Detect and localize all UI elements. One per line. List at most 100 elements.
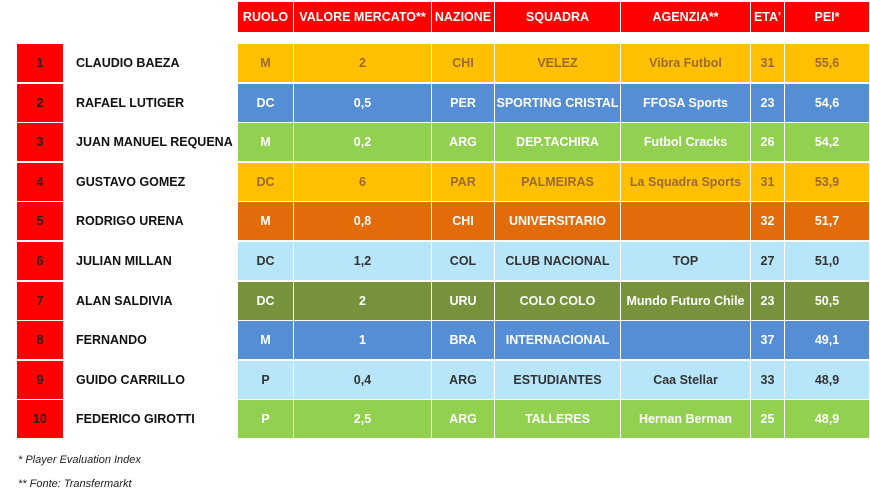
role-cell: M	[238, 123, 293, 162]
header-eta: ETA'	[751, 2, 784, 32]
pei-cell: 54,2	[785, 123, 869, 162]
age-cell: 31	[751, 162, 784, 201]
table-row: 10 FEDERICO GIROTTI P 2,5 ARG TALLERES Hernan …	[0, 400, 870, 439]
table-row: 9 GUIDO CARRILLO P 0,4 ARG ESTUDIANTES Caa Ste…	[0, 360, 870, 399]
agency-cell	[621, 202, 750, 241]
footnote-source: ** Fonte: Transfermarkt	[18, 478, 132, 490]
agency-cell	[621, 321, 750, 360]
table-row: 7 ALAN SALDIVIA DC 2 URU COLO COLO Mundo Futur…	[0, 281, 870, 320]
nation-cell: ARG	[432, 400, 494, 439]
table-row: 4 GUSTAVO GOMEZ DC 6 PAR PALMEIRAS La Squadra …	[0, 162, 870, 201]
player-name: RAFAEL LUTIGER	[76, 95, 185, 110]
footnote-pei: * Player Evaluation Index	[18, 454, 141, 466]
age-cell: 37	[751, 321, 784, 360]
nation-cell: PAR	[432, 162, 494, 201]
age-cell: 31	[751, 44, 784, 82]
team-cell: PALMEIRAS	[495, 162, 620, 201]
value-cell: 1,2	[294, 242, 431, 280]
team-cell: INTERNACIONAL	[495, 321, 620, 360]
age-cell: 23	[751, 83, 784, 122]
nation-cell: CHI	[432, 202, 494, 241]
agency-cell: Caa Stellar	[621, 360, 750, 399]
player-name: JUAN MANUEL REQUENA	[76, 135, 233, 150]
rank-cell: 3	[17, 123, 63, 162]
team-cell: SPORTING CRISTAL	[495, 83, 620, 122]
rank-cell: 7	[17, 281, 63, 320]
nation-cell: COL	[432, 242, 494, 280]
nation-cell: ARG	[432, 123, 494, 162]
nation-cell: ARG	[432, 360, 494, 399]
rank-cell: 6	[17, 242, 63, 280]
table-row: 8 FERNANDO M 1 BRA INTERNACIONAL 37 49,1	[0, 321, 870, 360]
age-cell: 26	[751, 123, 784, 162]
role-cell: M	[238, 202, 293, 241]
role-cell: DC	[238, 242, 293, 280]
role-cell: DC	[238, 162, 293, 201]
player-name: GUIDO CARRILLO	[76, 372, 186, 387]
rank-cell: 9	[17, 360, 63, 399]
player-name: FERNANDO	[76, 333, 147, 348]
table-row: 6 JULIAN MILLAN DC 1,2 COL CLUB NACIONAL TOP 27…	[0, 242, 870, 280]
role-cell: P	[238, 400, 293, 439]
age-cell: 33	[751, 360, 784, 399]
agency-cell: Mundo Futuro Chile	[621, 281, 750, 320]
team-cell: COLO COLO	[495, 281, 620, 320]
team-cell: UNIVERSITARIO	[495, 202, 620, 241]
role-cell: DC	[238, 83, 293, 122]
rank-cell: 10	[17, 400, 63, 439]
pei-cell: 51,7	[785, 202, 869, 241]
rank-cell: 4	[17, 162, 63, 201]
pei-cell: 54,6	[785, 83, 869, 122]
role-cell: DC	[238, 281, 293, 320]
value-cell: 6	[294, 162, 431, 201]
pei-cell: 48,9	[785, 400, 869, 439]
value-cell: 0,8	[294, 202, 431, 241]
nation-cell: CHI	[432, 44, 494, 82]
agency-cell: TOP	[621, 242, 750, 280]
agency-cell: FFOSA Sports	[621, 83, 750, 122]
pei-cell: 49,1	[785, 321, 869, 360]
age-cell: 27	[751, 242, 784, 280]
team-cell: TALLERES	[495, 400, 620, 439]
value-cell: 1	[294, 321, 431, 360]
agency-cell: Futbol Cracks	[621, 123, 750, 162]
value-cell: 2,5	[294, 400, 431, 439]
value-cell: 0,5	[294, 83, 431, 122]
table-row: 3 JUAN MANUEL REQUENA M 0,2 ARG DEP.TACHIRA Fu…	[0, 123, 870, 162]
pei-cell: 53,9	[785, 162, 869, 201]
team-cell: VELEZ	[495, 44, 620, 82]
team-cell: CLUB NACIONAL	[495, 242, 620, 280]
nation-cell: PER	[432, 83, 494, 122]
value-cell: 0,4	[294, 360, 431, 399]
pei-cell: 48,9	[785, 360, 869, 399]
pei-cell: 50,5	[785, 281, 869, 320]
age-cell: 32	[751, 202, 784, 241]
player-name: FEDERICO GIROTTI	[76, 412, 195, 427]
header-nazione: NAZIONE	[432, 2, 494, 32]
table-row: 2 RAFAEL LUTIGER DC 0,5 PER SPORTING CRISTAL F…	[0, 83, 870, 122]
pei-cell: 55,6	[785, 44, 869, 82]
age-cell: 25	[751, 400, 784, 439]
header-squadra: SQUADRA	[495, 2, 620, 32]
pei-cell: 51,0	[785, 242, 869, 280]
header-valore-mercato: VALORE MERCATO**	[294, 2, 431, 32]
agency-cell: Vibra Futbol	[621, 44, 750, 82]
team-cell: DEP.TACHIRA	[495, 123, 620, 162]
rank-cell: 2	[17, 83, 63, 122]
player-name: RODRIGO URENA	[76, 214, 184, 229]
nation-cell: BRA	[432, 321, 494, 360]
player-name: ALAN SALDIVIA	[76, 293, 173, 308]
role-cell: M	[238, 44, 293, 82]
role-cell: M	[238, 321, 293, 360]
player-name: JULIAN MILLAN	[76, 254, 172, 268]
player-name: GUSTAVO GOMEZ	[76, 174, 186, 189]
table-row: 1 CLAUDIO BAEZA M 2 CHI VELEZ Vibra Futbol 31 55…	[0, 44, 870, 82]
value-cell: 2	[294, 44, 431, 82]
header-agenzia: AGENZIA**	[621, 2, 750, 32]
value-cell: 0,2	[294, 123, 431, 162]
agency-cell: Hernan Berman	[621, 400, 750, 439]
age-cell: 23	[751, 281, 784, 320]
nation-cell: URU	[432, 281, 494, 320]
header-ruolo: RUOLO	[238, 2, 293, 32]
value-cell: 2	[294, 281, 431, 320]
